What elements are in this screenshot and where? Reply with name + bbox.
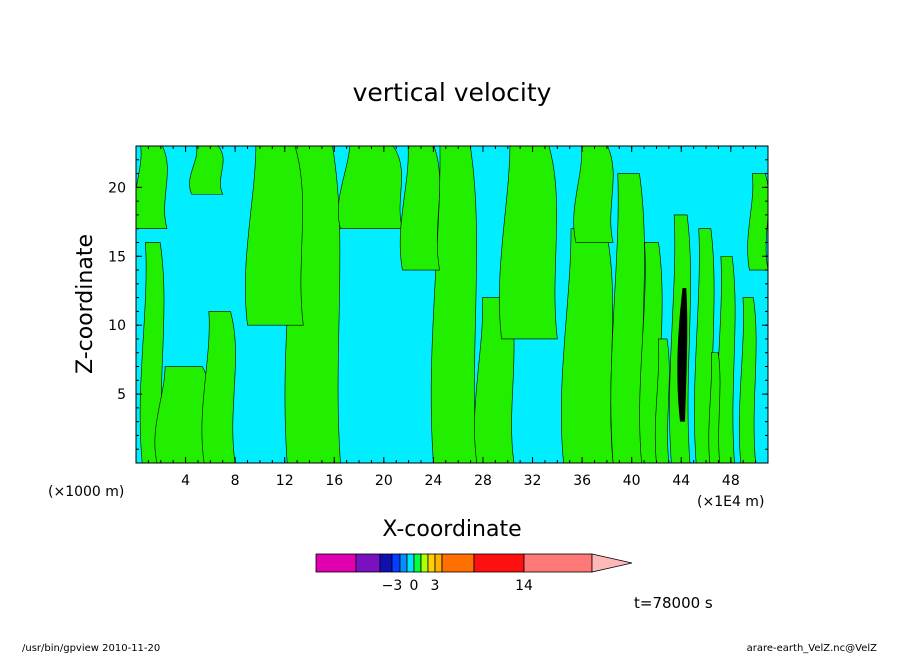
positive-region: [738, 297, 757, 463]
chart-title: vertical velocity: [353, 78, 552, 107]
colorbar: −3 0 3 14: [315, 553, 633, 594]
colorbar-segment: [399, 553, 408, 573]
colorbar-segment: [420, 553, 429, 573]
x-tick-label: 28: [474, 473, 492, 489]
y-axis-label: Z-coordinate: [73, 234, 98, 374]
colorbar-segment: [427, 553, 436, 573]
x-tick-label: 8: [231, 473, 240, 489]
x-unit-right: (×1E4 m): [697, 494, 764, 510]
positive-region: [708, 352, 721, 463]
colorbar-segment: [391, 553, 401, 573]
positive-region: [201, 311, 236, 463]
x-tick-label: 36: [573, 473, 591, 489]
x-tick-label: 12: [276, 473, 294, 489]
x-axis: 4 8 12 16 20 24 28 32 36 40 44 48: [147, 146, 757, 489]
footer-right: arare-earth_VelZ.nc@VelZ: [747, 643, 878, 654]
positive-region: [245, 146, 304, 326]
colorbar-tick-label: 0: [410, 578, 419, 594]
positive-region: [399, 146, 441, 271]
velocity-field: [136, 146, 768, 463]
colorbar-segment: [315, 553, 357, 573]
x-axis-label: X-coordinate: [382, 517, 521, 542]
x-tick-label: 44: [672, 473, 690, 489]
strong-updraft-core: [677, 287, 688, 422]
colorbar-tick-label: 14: [515, 578, 533, 594]
positive-region: [136, 146, 168, 229]
time-label: t=78000 s: [634, 594, 713, 612]
colorbar-segment: [441, 553, 475, 573]
colorbar-tick-label: 3: [431, 578, 440, 594]
x-tick-label: 20: [375, 473, 393, 489]
y-tick-label: 10: [108, 318, 126, 334]
y-tick-label: 20: [108, 180, 126, 196]
positive-region: [573, 146, 614, 243]
y-axis: 5 10 15 20: [108, 159, 768, 450]
x-tick-label: 40: [623, 473, 641, 489]
positive-region: [189, 146, 224, 195]
colorbar-segment: [473, 553, 525, 573]
x-tick-label: 4: [181, 473, 190, 489]
positive-region: [430, 146, 478, 463]
y-tick-label: 5: [117, 387, 126, 403]
x-unit-left: (×1000 m): [48, 484, 124, 500]
plot-frame: [135, 145, 769, 464]
positive-region: [337, 146, 403, 229]
x-tick-label: 32: [524, 473, 542, 489]
colorbar-segment: [413, 553, 422, 573]
colorbar-extension-arrow: [591, 553, 633, 573]
x-tick-label: 48: [722, 473, 740, 489]
x-tick-label: 16: [325, 473, 343, 489]
colorbar-tick-label: −3: [382, 578, 403, 594]
y-tick-label: 15: [108, 249, 126, 265]
positive-region: [654, 338, 670, 463]
colorbar-segment: [523, 553, 593, 573]
colorbar-segment: [434, 553, 443, 573]
colorbar-segment: [406, 553, 415, 573]
colorbar-segment: [355, 553, 381, 573]
x-tick-label: 24: [424, 473, 442, 489]
colorbar-segment: [379, 553, 393, 573]
footer-left: /usr/bin/gpview 2010-11-20: [22, 643, 160, 654]
